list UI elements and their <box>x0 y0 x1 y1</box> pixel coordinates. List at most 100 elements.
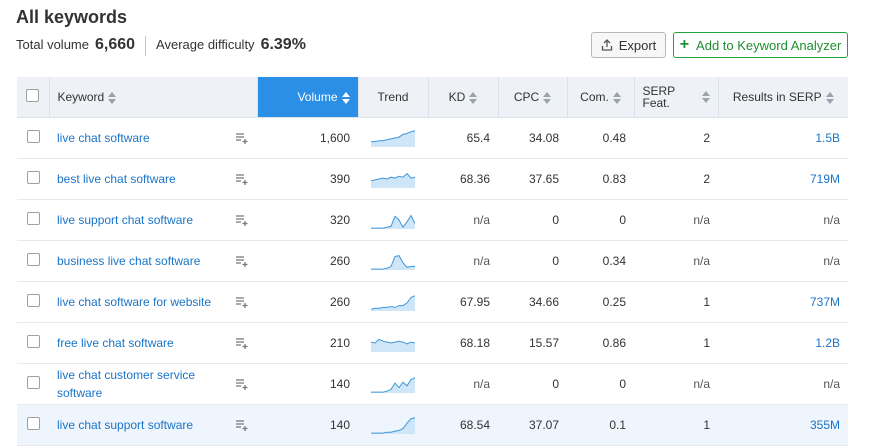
kd-cell: n/a <box>428 240 498 282</box>
row-checkbox[interactable] <box>26 252 40 266</box>
trend-line <box>371 172 415 181</box>
add-to-list-icon[interactable] <box>235 296 249 308</box>
keyword-cell: live chat software for website <box>49 281 257 323</box>
total-volume-value: 6,660 <box>94 36 136 53</box>
serp-feat-cell: 1 <box>634 281 718 323</box>
sort-icon <box>612 91 621 104</box>
trend-cell <box>358 117 428 159</box>
results-cell: 737M <box>718 281 848 323</box>
trend-sparkline <box>371 338 415 352</box>
summary-bar: Total volume 6,660 Average difficulty 6.… <box>16 36 306 56</box>
add-to-keyword-analyzer-button[interactable]: + Add to Keyword Analyzer <box>673 32 848 58</box>
row-checkbox[interactable] <box>26 129 40 143</box>
volume-cell: 260 <box>257 240 358 282</box>
divider <box>145 36 147 56</box>
add-to-list-icon[interactable] <box>235 255 249 267</box>
trend-line <box>371 294 415 310</box>
results-cell: n/a <box>718 363 848 405</box>
trend-area <box>371 295 415 311</box>
row-checkbox-cell <box>17 404 49 446</box>
trend-sparkline <box>371 294 415 311</box>
row-checkbox[interactable] <box>26 334 40 348</box>
volume-header-label: Volume <box>297 89 338 104</box>
com-cell: 0.25 <box>567 281 634 323</box>
trend-cell <box>358 404 428 446</box>
serp-feat-cell: n/a <box>634 199 718 241</box>
keyword-link[interactable]: free live chat software <box>57 335 174 350</box>
serp-feat-column-header[interactable]: SERP Feat. <box>634 77 719 118</box>
table-row: best live chat software 390 68.36 37.65 … <box>17 158 848 200</box>
add-to-list-icon[interactable] <box>235 337 249 349</box>
keyword-link[interactable]: business live chat software <box>57 253 201 268</box>
table-row: live chat software 1,600 65.4 34.08 0.48… <box>17 117 848 159</box>
select-all-checkbox[interactable] <box>26 88 40 102</box>
serp-feat-cell: 1 <box>634 404 718 446</box>
avg-difficulty-label: Average difficulty <box>156 37 255 52</box>
cpc-cell: 37.07 <box>498 404 567 446</box>
row-checkbox[interactable] <box>26 293 40 307</box>
kd-cell: n/a <box>428 363 498 405</box>
trend-sparkline <box>371 416 415 434</box>
sort-icon <box>469 91 478 104</box>
row-checkbox[interactable] <box>26 375 40 389</box>
results-cell: n/a <box>718 199 848 241</box>
export-button[interactable]: Export <box>591 32 666 58</box>
keyword-link[interactable]: live chat customer service software <box>57 367 196 400</box>
results-cell: n/a <box>718 240 848 282</box>
keyword-link[interactable]: live support chat software <box>57 212 194 227</box>
volume-column-header[interactable]: Volume <box>257 77 359 118</box>
keyword-link[interactable]: live chat software <box>57 130 150 145</box>
kd-cell: 68.54 <box>428 404 498 446</box>
trend-area <box>371 417 415 434</box>
keyword-link[interactable]: live chat support software <box>57 417 194 432</box>
avg-difficulty-value: 6.39% <box>260 36 306 53</box>
trend-area <box>371 377 415 393</box>
table-body: live chat software 1,600 65.4 34.08 0.48… <box>17 117 848 446</box>
results-cell: 1.2B <box>718 322 848 364</box>
keyword-column-header[interactable]: Keyword <box>49 77 258 118</box>
row-checkbox[interactable] <box>26 416 40 430</box>
results-cell: 1.5B <box>718 117 848 159</box>
trend-sparkline <box>371 129 415 147</box>
results-header-label: Results in SERP <box>732 89 822 104</box>
add-to-list-icon[interactable] <box>235 419 249 431</box>
volume-cell: 210 <box>257 322 358 364</box>
row-checkbox-cell <box>17 117 49 159</box>
volume-cell: 1,600 <box>257 117 358 159</box>
table-row: live chat customer service software 140 … <box>17 363 848 405</box>
sort-icon <box>825 91 834 104</box>
com-header-label: Com. <box>580 89 609 104</box>
row-checkbox[interactable] <box>26 170 40 184</box>
com-cell: 0.1 <box>567 404 634 446</box>
serp-feat-cell: 2 <box>634 117 718 159</box>
keyword-link[interactable]: live chat software for website <box>57 294 212 309</box>
trend-cell <box>358 322 428 364</box>
row-checkbox[interactable] <box>26 211 40 225</box>
com-column-header[interactable]: Com. <box>567 77 635 118</box>
trend-line <box>371 338 415 344</box>
serp-feat-cell: 1 <box>634 322 718 364</box>
keyword-header-label: Keyword <box>57 89 105 104</box>
trend-area <box>371 338 415 352</box>
trend-line <box>371 416 415 434</box>
add-to-list-icon[interactable] <box>235 173 249 185</box>
trend-sparkline <box>371 172 415 188</box>
add-to-list-icon[interactable] <box>235 132 249 144</box>
trend-sparkline <box>371 376 415 393</box>
table-row: free live chat software 210 68.18 15.57 … <box>17 322 848 364</box>
trend-line <box>371 254 415 270</box>
com-cell: 0.48 <box>567 117 634 159</box>
row-checkbox-cell <box>17 240 49 282</box>
add-to-list-icon[interactable] <box>235 378 249 390</box>
keyword-cell: live chat software <box>49 117 257 159</box>
kd-column-header[interactable]: KD <box>428 77 499 118</box>
results-column-header[interactable]: Results in SERP <box>718 77 848 118</box>
row-checkbox-cell <box>17 322 49 364</box>
cpc-column-header[interactable]: CPC <box>498 77 568 118</box>
sort-icon <box>543 91 552 104</box>
add-to-list-icon[interactable] <box>235 214 249 226</box>
serp-feat-cell: n/a <box>634 363 718 405</box>
keyword-link[interactable]: best live chat software <box>57 171 176 186</box>
table-header-row: Keyword Volume Trend KD CPC Com. SERP Fe… <box>17 77 848 118</box>
kd-cell: n/a <box>428 199 498 241</box>
